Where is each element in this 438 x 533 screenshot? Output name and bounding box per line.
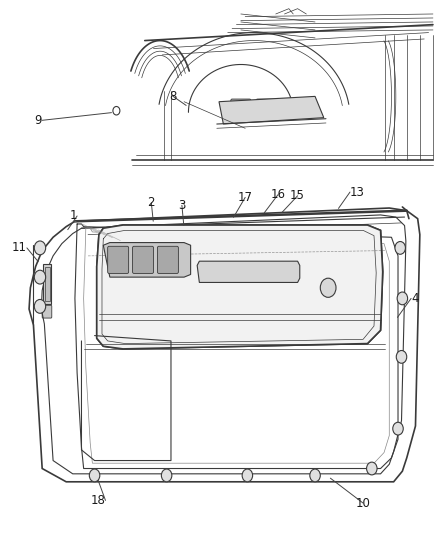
- FancyBboxPatch shape: [256, 99, 276, 114]
- Circle shape: [367, 462, 377, 475]
- FancyBboxPatch shape: [108, 246, 129, 273]
- FancyBboxPatch shape: [157, 246, 178, 273]
- Text: 18: 18: [91, 494, 106, 507]
- Text: 9: 9: [35, 114, 42, 127]
- Circle shape: [310, 469, 320, 482]
- Circle shape: [396, 351, 407, 364]
- Circle shape: [34, 270, 46, 284]
- FancyBboxPatch shape: [133, 246, 153, 273]
- Text: 15: 15: [290, 189, 305, 203]
- FancyBboxPatch shape: [231, 99, 251, 114]
- Circle shape: [113, 107, 120, 115]
- Circle shape: [89, 469, 100, 482]
- Text: 1: 1: [70, 209, 77, 222]
- Circle shape: [320, 278, 336, 297]
- Circle shape: [242, 469, 253, 482]
- Polygon shape: [97, 225, 383, 349]
- Text: 3: 3: [178, 199, 186, 212]
- Polygon shape: [219, 96, 324, 124]
- Text: 8: 8: [170, 90, 177, 103]
- Text: 11: 11: [12, 241, 27, 254]
- FancyBboxPatch shape: [282, 99, 301, 114]
- Text: 17: 17: [238, 191, 253, 204]
- Circle shape: [393, 422, 403, 435]
- FancyBboxPatch shape: [42, 305, 52, 318]
- Circle shape: [161, 469, 172, 482]
- Circle shape: [34, 300, 46, 313]
- Circle shape: [395, 241, 406, 254]
- Circle shape: [397, 292, 408, 305]
- Polygon shape: [197, 261, 300, 282]
- Polygon shape: [45, 266, 49, 301]
- Text: 4: 4: [411, 292, 419, 305]
- Text: 16: 16: [270, 188, 286, 201]
- Text: 2: 2: [148, 196, 155, 209]
- Text: 10: 10: [356, 497, 371, 510]
- Polygon shape: [43, 264, 51, 304]
- Text: 13: 13: [350, 185, 365, 199]
- Polygon shape: [103, 243, 191, 277]
- Circle shape: [34, 241, 46, 255]
